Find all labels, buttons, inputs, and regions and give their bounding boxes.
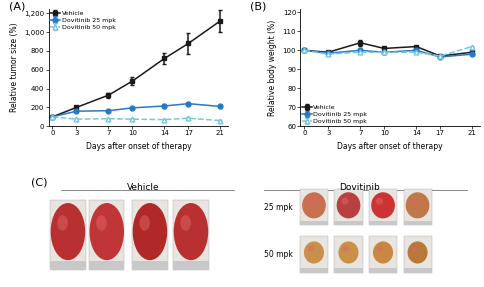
Ellipse shape <box>173 203 208 260</box>
Ellipse shape <box>405 192 428 218</box>
Ellipse shape <box>133 203 167 260</box>
Ellipse shape <box>409 197 417 205</box>
Bar <box>299 221 327 226</box>
Text: Vehicle: Vehicle <box>127 183 159 192</box>
Text: 50 mpk: 50 mpk <box>264 250 293 259</box>
Bar <box>89 261 124 270</box>
Bar <box>50 200 86 270</box>
Bar <box>50 261 86 270</box>
Ellipse shape <box>303 241 323 263</box>
Text: Dovitinib: Dovitinib <box>338 183 379 192</box>
Ellipse shape <box>407 241 427 263</box>
Y-axis label: Relative body weight (%): Relative body weight (%) <box>268 19 276 116</box>
Ellipse shape <box>338 241 358 263</box>
Ellipse shape <box>57 215 68 231</box>
Ellipse shape <box>336 192 360 218</box>
Text: (A): (A) <box>9 1 25 11</box>
X-axis label: Days after onset of therapy: Days after onset of therapy <box>86 142 191 151</box>
Ellipse shape <box>372 241 392 263</box>
Ellipse shape <box>375 197 382 205</box>
Bar <box>299 189 327 226</box>
Bar <box>368 189 396 226</box>
Ellipse shape <box>341 197 348 205</box>
Bar <box>132 200 167 270</box>
Ellipse shape <box>139 215 150 231</box>
X-axis label: Days after onset of therapy: Days after onset of therapy <box>337 142 442 151</box>
Bar <box>368 221 396 226</box>
Bar <box>173 200 208 270</box>
Bar <box>299 236 327 273</box>
Ellipse shape <box>370 192 394 218</box>
Text: (C): (C) <box>31 177 47 187</box>
Ellipse shape <box>307 246 313 252</box>
Ellipse shape <box>376 246 382 252</box>
Bar <box>403 268 431 273</box>
Bar <box>89 200 124 270</box>
Ellipse shape <box>306 197 313 205</box>
Bar <box>368 268 396 273</box>
Bar <box>403 189 431 226</box>
Y-axis label: Relative tumor size (%): Relative tumor size (%) <box>10 23 18 112</box>
Bar <box>334 236 362 273</box>
Ellipse shape <box>342 246 348 252</box>
Bar <box>403 221 431 226</box>
Bar <box>299 268 327 273</box>
Bar <box>132 261 167 270</box>
Ellipse shape <box>410 246 417 252</box>
Text: 25 mpk: 25 mpk <box>264 203 292 212</box>
Bar <box>334 189 362 226</box>
Ellipse shape <box>50 203 85 260</box>
Text: (B): (B) <box>249 1 266 11</box>
Bar <box>173 261 208 270</box>
Bar <box>334 221 362 226</box>
Bar <box>403 236 431 273</box>
Ellipse shape <box>180 215 191 231</box>
Ellipse shape <box>302 192 325 218</box>
Bar <box>368 236 396 273</box>
Legend: Vehicle, Dovitinib 25 mpk, Dovitinib 50 mpk: Vehicle, Dovitinib 25 mpk, Dovitinib 50 … <box>50 10 116 30</box>
Legend: Vehicle, Dovitinib 25 mpk, Dovitinib 50 mpk: Vehicle, Dovitinib 25 mpk, Dovitinib 50 … <box>301 104 367 125</box>
Bar <box>334 268 362 273</box>
Ellipse shape <box>96 215 106 231</box>
Ellipse shape <box>90 203 124 260</box>
